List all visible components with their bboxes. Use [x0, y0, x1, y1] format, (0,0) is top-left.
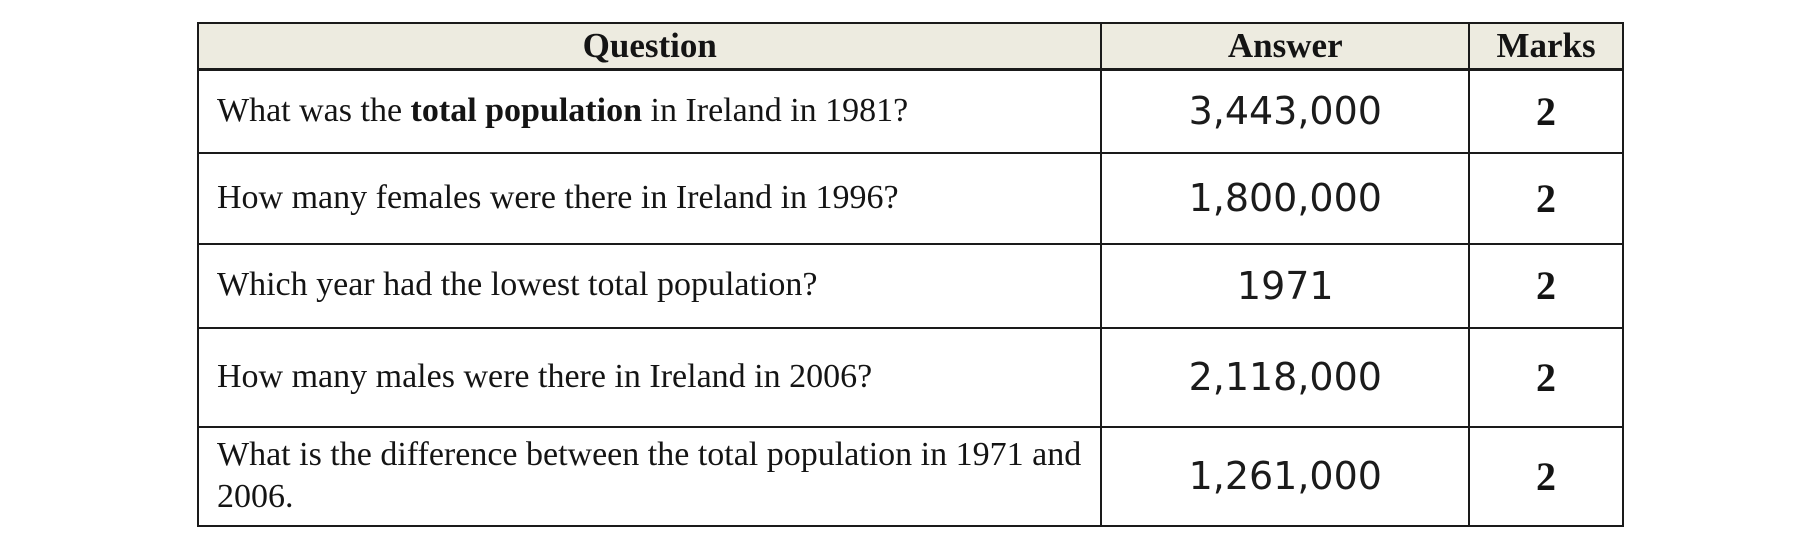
question-cell: How many males were there in Ireland in …: [196, 326, 1103, 428]
column-header-question: Question: [196, 22, 1103, 71]
table-header-row: Question Answer Marks: [196, 22, 1624, 71]
question-cell: How many females were there in Ireland i…: [196, 151, 1103, 245]
marks-cell: 2: [1468, 151, 1624, 245]
question-text: What is the difference between the total…: [217, 435, 1082, 516]
marks-cell: 2: [1468, 326, 1624, 428]
marks-cell: 2: [1468, 242, 1624, 329]
question-text: How many females were there in Ireland i…: [217, 178, 899, 216]
question-text: in Ireland in 1981?: [642, 92, 909, 129]
question-text: How many males were there in Ireland in …: [217, 357, 873, 395]
answer-cell: 1,261,000: [1100, 425, 1471, 527]
question-cell: Which year had the lowest total populati…: [196, 242, 1103, 329]
question-text: What was the: [217, 92, 411, 129]
table-row: How many males were there in Ireland in …: [196, 326, 1624, 428]
marks-cell: 2: [1468, 68, 1624, 154]
question-cell: What is the difference between the total…: [196, 425, 1103, 527]
table-row: Which year had the lowest total populati…: [196, 242, 1624, 329]
table-row: What was the total population in Ireland…: [196, 68, 1624, 154]
column-header-answer: Answer: [1100, 22, 1471, 71]
answer-cell: 1971: [1100, 242, 1471, 329]
answer-cell: 1,800,000: [1100, 151, 1471, 245]
table-row: What is the difference between the total…: [196, 425, 1624, 527]
answer-cell: 2,118,000: [1100, 326, 1471, 428]
question-cell: What was the total population in Ireland…: [196, 68, 1103, 154]
question-answer-marks-table: Question Answer Marks What was the total…: [196, 22, 1624, 527]
table-row: How many females were there in Ireland i…: [196, 151, 1624, 245]
marks-cell: 2: [1468, 425, 1624, 527]
question-text: Which year had the lowest total populati…: [217, 266, 818, 304]
question-text-bold: total population: [410, 92, 642, 129]
column-header-marks: Marks: [1468, 22, 1624, 71]
answer-cell: 3,443,000: [1100, 68, 1471, 154]
